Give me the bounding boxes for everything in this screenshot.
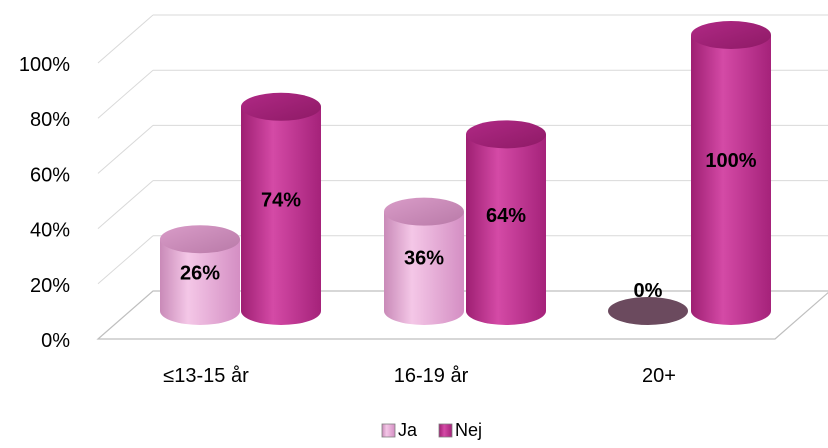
bar-ja-zero — [608, 297, 688, 325]
y-axis-ticks: 0% 20% 40% 60% 80% 100% — [19, 54, 70, 352]
data-label: 64% — [486, 205, 526, 227]
bar-nej — [241, 106, 321, 325]
y-tick-label: 40% — [30, 220, 70, 242]
legend-label: Ja — [398, 420, 418, 440]
bar-ja — [384, 211, 464, 325]
y-tick-label: 80% — [30, 109, 70, 131]
bar-top-nej — [466, 120, 546, 149]
data-labels: 26% 36% 0% 74% 64% 100% — [180, 150, 757, 302]
legend-swatch-nej — [438, 423, 453, 438]
bar-top-nej — [241, 92, 321, 121]
gridline-wall — [97, 180, 154, 229]
bar-nej — [691, 35, 771, 325]
legend-label: Nej — [455, 420, 482, 440]
y-tick-label: 100% — [19, 54, 70, 76]
gridline-wall — [97, 125, 154, 174]
x-category-label: 16-19 år — [394, 365, 469, 387]
bar-layer — [160, 21, 771, 325]
bar-ja — [160, 239, 240, 325]
gridline-wall — [97, 69, 154, 119]
x-axis-categories: ≤13-15 år 16-19 år 20+ — [163, 365, 676, 387]
data-label: 100% — [705, 150, 756, 172]
y-tick-label: 20% — [30, 275, 70, 297]
data-label: 74% — [261, 190, 301, 212]
y-tick-label: 0% — [41, 330, 70, 352]
bar-top-ja — [384, 197, 464, 226]
data-label: 0% — [634, 280, 663, 302]
x-category-label: 20+ — [642, 365, 676, 387]
x-category-label: ≤13-15 år — [163, 365, 249, 387]
data-label: 36% — [404, 247, 444, 269]
y-tick-label: 60% — [30, 164, 70, 186]
legend: Ja Nej — [381, 420, 482, 440]
data-label: 26% — [180, 263, 220, 285]
gridline-wall — [97, 14, 154, 64]
gridline-wall — [97, 235, 154, 285]
bar-top-nej — [691, 21, 771, 49]
bar-top-ja — [160, 225, 240, 254]
legend-swatch-ja — [381, 423, 396, 438]
bar-nej — [466, 134, 546, 325]
